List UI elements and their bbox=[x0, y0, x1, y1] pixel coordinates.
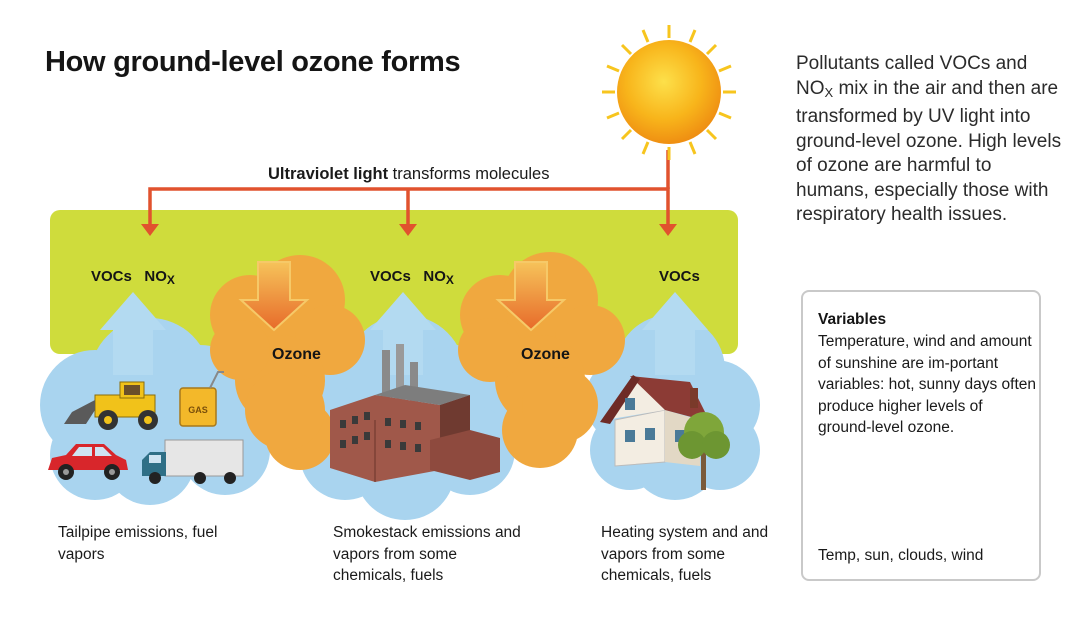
loader-icon bbox=[64, 381, 158, 430]
car-icon bbox=[48, 444, 128, 480]
variables-icons-caption: Temp, sun, clouds, wind bbox=[818, 547, 984, 564]
variables-body: Temperature, wind and amount of sunshine… bbox=[818, 333, 1036, 436]
description-text: Pollutants called VOCs and NOX mix in th… bbox=[796, 52, 1066, 228]
ozone-label-left: Ozone bbox=[272, 346, 321, 363]
molecule-label-right: VOCs bbox=[659, 268, 700, 285]
description-part2: mix in the air and then are transformed … bbox=[796, 77, 1062, 226]
gas-can-text: GAS bbox=[188, 405, 208, 415]
description-subscript: X bbox=[824, 84, 834, 100]
uv-arrowhead-left bbox=[141, 224, 159, 236]
x-subscript: X bbox=[445, 273, 454, 287]
variables-heading: Variables bbox=[818, 311, 887, 328]
uv-arrowhead-middle bbox=[399, 224, 417, 236]
caption-middle: Smokestack emissions and vapors from som… bbox=[333, 524, 521, 584]
vocs-label: VOCs bbox=[659, 268, 700, 285]
up-arrow-right bbox=[642, 292, 708, 375]
down-arrow-right bbox=[495, 261, 567, 332]
caption-left: Tailpipe emissions, fuel vapors bbox=[58, 524, 218, 563]
up-arrow-left bbox=[100, 292, 166, 375]
gas-can-icon: GAS bbox=[179, 371, 224, 427]
vocs-label: VOCs bbox=[91, 268, 132, 285]
uv-label: Ultraviolet light transforms molecules bbox=[268, 165, 549, 184]
down-arrow-left bbox=[238, 261, 310, 332]
x-subscript: X bbox=[166, 273, 175, 287]
sun-icon bbox=[602, 25, 736, 160]
tree-icon bbox=[678, 412, 730, 490]
molecule-label-middle: VOCs NOX bbox=[370, 268, 454, 287]
uv-label-rest: transforms molecules bbox=[388, 165, 550, 183]
uv-arrowhead-right bbox=[659, 224, 677, 236]
description-part1: Pollutants called VOCs and NO bbox=[796, 53, 1028, 99]
ozone-label-right: Ozone bbox=[521, 346, 570, 363]
molecule-label-left: VOCs NOX bbox=[91, 268, 175, 287]
caption-right: Heating system and and vapors from some … bbox=[601, 524, 769, 584]
house-icon bbox=[600, 375, 710, 467]
uv-label-bold: Ultraviolet light bbox=[268, 165, 389, 183]
no-label: NO bbox=[144, 268, 167, 285]
no-label: NO bbox=[423, 268, 446, 285]
page-title: How ground-level ozone forms bbox=[45, 46, 461, 78]
truck-icon bbox=[142, 439, 244, 484]
vocs-label: VOCs bbox=[370, 268, 411, 285]
variables-box bbox=[801, 290, 1041, 581]
factory-icon bbox=[330, 344, 500, 482]
